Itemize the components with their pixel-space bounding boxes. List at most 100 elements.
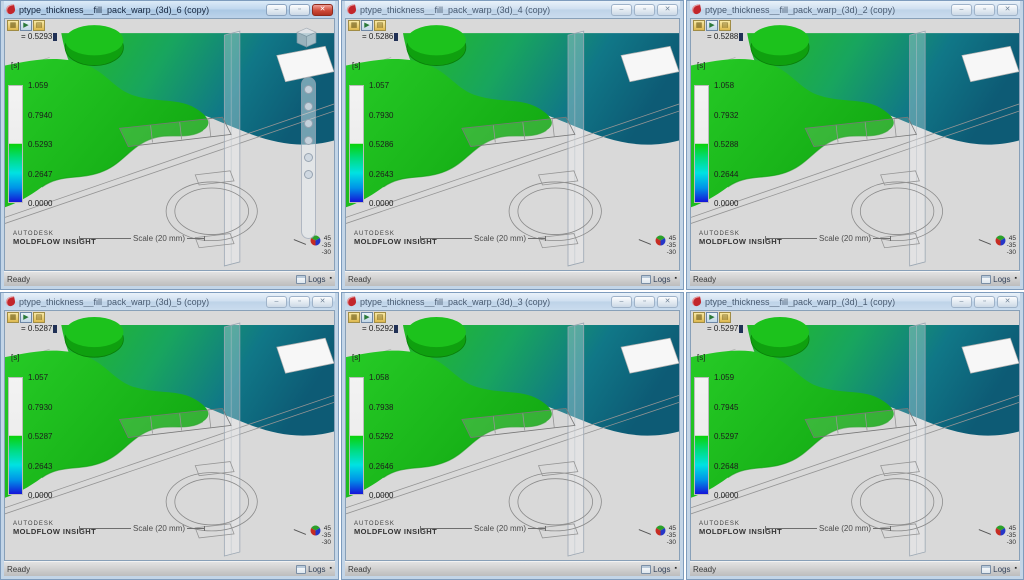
- minimize-button[interactable]: –: [951, 3, 972, 16]
- animate-result-icon[interactable]: ▶: [20, 20, 32, 31]
- legend-value-min: 0.0000: [369, 491, 394, 500]
- nav-more-icon[interactable]: [304, 170, 313, 179]
- rotation-x: 45: [1008, 235, 1016, 242]
- logs-label: Logs: [308, 274, 326, 284]
- window-titlebar[interactable]: ptype_thickness__fill_pack_warp_(3d)_5 (…: [4, 293, 335, 310]
- window-controls: – ▫ ✕: [951, 295, 1018, 308]
- melt-front-edge: [727, 420, 889, 479]
- navigation-bar[interactable]: [301, 77, 316, 239]
- 3d-viewport[interactable]: ▦ ▶ ▤ = 0.5292 [s] 1.058 0.7938 0.5292 0…: [345, 310, 680, 561]
- window-titlebar[interactable]: ptype_thickness__fill_pack_warp_(3d)_1 (…: [690, 293, 1020, 310]
- scale-label: Scale (20 mm): [474, 234, 527, 243]
- 3d-viewport[interactable]: ▦ ▶ ▤ = 0.5286 [s] 1.057 0.7930 0.5286 0…: [345, 18, 680, 271]
- legend-unit-label: [s]: [11, 353, 20, 362]
- moldflow-app-icon: [691, 296, 702, 307]
- window-titlebar[interactable]: ptype_thickness__fill_pack_warp_(3d)_2 (…: [690, 1, 1020, 18]
- logs-button[interactable]: Logs: [641, 564, 671, 574]
- close-button[interactable]: ✕: [312, 3, 333, 16]
- brand-product: MOLDFLOW INSIGHT: [699, 527, 783, 536]
- animate-result-icon[interactable]: ▶: [361, 20, 373, 31]
- animate-result-icon[interactable]: ▶: [706, 20, 718, 31]
- nav-orbit-icon[interactable]: [304, 102, 313, 111]
- pane-grip-icon[interactable]: ▪: [1014, 275, 1017, 282]
- nav-zoom-icon[interactable]: [304, 136, 313, 145]
- window-titlebar[interactable]: ptype_thickness__fill_pack_warp_(3d)_4 (…: [345, 1, 680, 18]
- nav-home-icon[interactable]: [304, 85, 313, 94]
- plot-grid-icon[interactable]: ▦: [693, 312, 705, 323]
- save-image-icon[interactable]: ▤: [374, 312, 386, 323]
- moldflow-window: ptype_thickness__fill_pack_warp_(3d)_4 (…: [341, 0, 684, 290]
- logs-button[interactable]: Logs: [981, 564, 1011, 574]
- orientation-ball-icon[interactable]: [995, 235, 1006, 246]
- plot-grid-icon[interactable]: ▦: [348, 20, 360, 31]
- close-button[interactable]: ✕: [657, 295, 678, 308]
- color-legend: 1.059 0.7940 0.5293 0.2647 0.0000: [8, 81, 78, 213]
- restore-button[interactable]: ▫: [634, 3, 655, 16]
- save-image-icon[interactable]: ▤: [719, 20, 731, 31]
- 3d-viewport[interactable]: ▦ ▶ ▤ = 0.5293 [s] 1.059 0.7940 0.5293 0…: [4, 18, 335, 271]
- save-image-icon[interactable]: ▤: [374, 20, 386, 31]
- nav-pan-icon[interactable]: [304, 119, 313, 128]
- plot-grid-icon[interactable]: ▦: [7, 20, 19, 31]
- restore-button[interactable]: ▫: [289, 295, 310, 308]
- logs-button[interactable]: Logs: [981, 274, 1011, 284]
- pane-grip-icon[interactable]: ▪: [329, 275, 332, 282]
- nav-rotate-icon[interactable]: [304, 153, 313, 162]
- restore-button[interactable]: ▫: [974, 3, 995, 16]
- plot-grid-icon[interactable]: ▦: [348, 312, 360, 323]
- brand-autodesk: AUTODESK: [699, 521, 740, 527]
- animate-result-icon[interactable]: ▶: [706, 312, 718, 323]
- close-button[interactable]: ✕: [997, 295, 1018, 308]
- 3d-viewport[interactable]: ▦ ▶ ▤ = 0.5288 [s] 1.058 0.7932 0.5288 0…: [690, 18, 1020, 271]
- window-titlebar[interactable]: ptype_thickness__fill_pack_warp_(3d)_6 (…: [4, 1, 335, 18]
- melt-gradient-region: [61, 33, 334, 145]
- logs-button[interactable]: Logs: [296, 564, 326, 574]
- save-image-icon[interactable]: ▤: [33, 312, 45, 323]
- window-controls: – ▫ ✕: [611, 295, 678, 308]
- legend-value-min: 0.0000: [714, 199, 739, 208]
- minimize-button[interactable]: –: [266, 295, 287, 308]
- orientation-axis-line: [293, 529, 306, 535]
- orientation-ball-icon[interactable]: [655, 525, 666, 536]
- plot-grid-icon[interactable]: ▦: [7, 312, 19, 323]
- orientation-ball-icon[interactable]: [310, 235, 321, 246]
- close-button[interactable]: ✕: [312, 295, 333, 308]
- plot-grid-icon[interactable]: ▦: [693, 20, 705, 31]
- restore-button[interactable]: ▫: [289, 3, 310, 16]
- 3d-viewport[interactable]: ▦ ▶ ▤ = 0.5297 [s] 1.059 0.7945 0.5297 0…: [690, 310, 1020, 561]
- rotation-z: -30: [321, 539, 331, 546]
- save-image-icon[interactable]: ▤: [719, 312, 731, 323]
- orientation-ball-icon[interactable]: [655, 235, 666, 246]
- close-button[interactable]: ✕: [657, 3, 678, 16]
- 3d-viewport[interactable]: ▦ ▶ ▤ = 0.5287 [s] 1.057 0.7930 0.5287 0…: [4, 310, 335, 561]
- animate-result-icon[interactable]: ▶: [20, 312, 32, 323]
- minimize-button[interactable]: –: [611, 3, 632, 16]
- logs-button[interactable]: Logs: [641, 274, 671, 284]
- rotation-values: 45 -35 -30: [322, 235, 331, 256]
- minimize-button[interactable]: –: [266, 3, 287, 16]
- brand-autodesk: AUTODESK: [699, 231, 740, 237]
- rotation-values: 45 -35 -30: [1007, 525, 1016, 546]
- viewcube-icon[interactable]: [295, 26, 318, 49]
- pane-grip-icon[interactable]: ▪: [674, 565, 677, 572]
- pane-grip-icon[interactable]: ▪: [674, 275, 677, 282]
- window-titlebar[interactable]: ptype_thickness__fill_pack_warp_(3d)_3 (…: [345, 293, 680, 310]
- logs-button[interactable]: Logs: [296, 274, 326, 284]
- rotation-y: -35: [1006, 242, 1016, 249]
- restore-button[interactable]: ▫: [634, 295, 655, 308]
- animate-result-icon[interactable]: ▶: [361, 312, 373, 323]
- save-image-icon[interactable]: ▤: [33, 20, 45, 31]
- pane-grip-icon[interactable]: ▪: [1014, 565, 1017, 572]
- restore-button[interactable]: ▫: [974, 295, 995, 308]
- logs-label: Logs: [653, 564, 671, 574]
- orientation-ball-icon[interactable]: [310, 525, 321, 536]
- minimize-button[interactable]: –: [611, 295, 632, 308]
- close-button[interactable]: ✕: [997, 3, 1018, 16]
- window-controls: – ▫ ✕: [266, 295, 333, 308]
- orientation-ball-icon[interactable]: [995, 525, 1006, 536]
- plot-toolbar: ▦ ▶ ▤: [348, 312, 386, 323]
- minimize-button[interactable]: –: [951, 295, 972, 308]
- melt-front-edge: [727, 129, 889, 188]
- window-title: ptype_thickness__fill_pack_warp_(3d)_4 (…: [360, 4, 551, 15]
- pane-grip-icon[interactable]: ▪: [329, 565, 332, 572]
